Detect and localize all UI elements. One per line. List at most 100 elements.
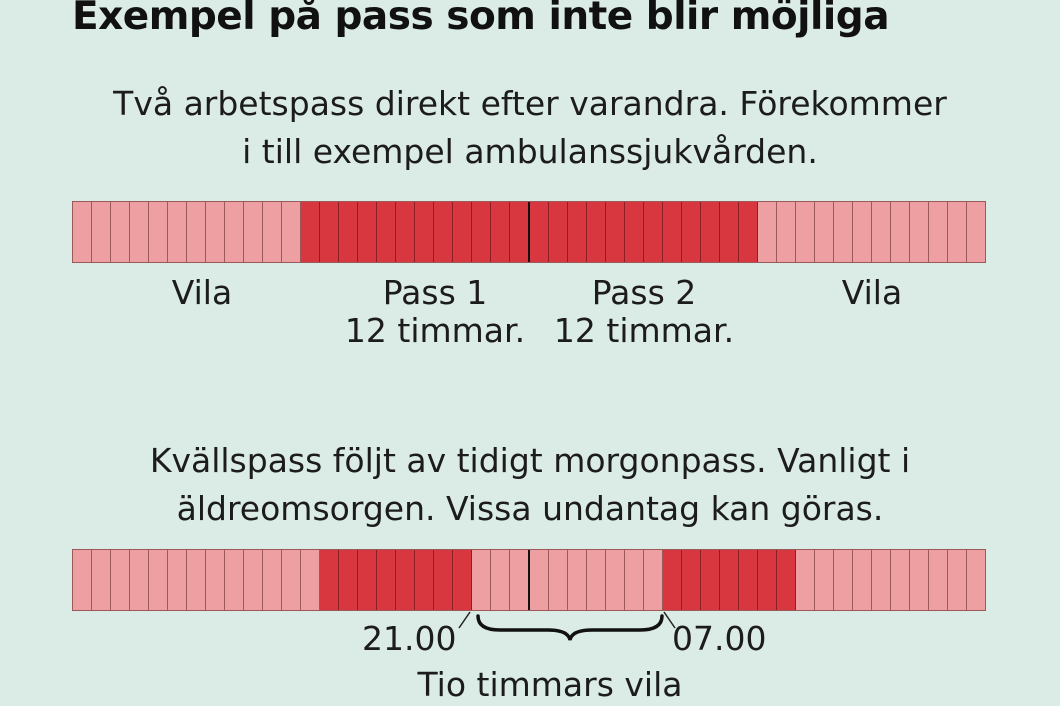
work-hour-cell — [301, 202, 320, 262]
rest-hour-cell — [92, 202, 111, 262]
page-title: Exempel på pass som inte blir möjliga — [72, 0, 890, 39]
work-hour-cell — [701, 202, 720, 262]
work-hour-cell — [510, 202, 530, 262]
example1-rest-right-label: Vila — [841, 273, 903, 312]
rest-hour-cell — [815, 202, 834, 262]
rest-hour-cell — [73, 550, 92, 610]
example2-timeline-bar — [72, 549, 986, 611]
work-hour-cell — [415, 550, 434, 610]
rest-hour-cell — [853, 202, 872, 262]
example1-rest-left-label: Vila — [171, 273, 233, 312]
work-hour-cell — [587, 202, 606, 262]
evening-end-time: 21.00 — [362, 619, 457, 658]
rest-hour-cell — [301, 550, 320, 610]
work-hour-cell — [701, 550, 720, 610]
work-hour-cell — [415, 202, 434, 262]
work-hour-cell — [320, 550, 339, 610]
pass1-name: Pass 1 — [382, 273, 488, 312]
rest-hour-cell — [187, 202, 206, 262]
rest-hour-cell — [530, 550, 549, 610]
rest-hour-cell — [73, 202, 92, 262]
rest-hour-cell — [168, 550, 187, 610]
rest-hour-cell — [948, 202, 967, 262]
rest-hour-cell — [206, 550, 225, 610]
rest-hour-cell — [149, 550, 168, 610]
work-hour-cell — [453, 202, 472, 262]
pass2-name: Pass 2 — [591, 273, 697, 312]
work-hour-cell — [358, 202, 377, 262]
rest-hour-cell — [644, 550, 663, 610]
rest-hour-cell — [777, 202, 796, 262]
work-hour-cell — [625, 202, 644, 262]
rest-hour-cell — [244, 550, 263, 610]
work-hour-cell — [377, 550, 396, 610]
work-hour-cell — [682, 550, 701, 610]
rest-hour-cell — [891, 550, 910, 610]
work-hour-cell — [739, 550, 758, 610]
rest-hour-cell — [568, 550, 587, 610]
work-hour-cell — [434, 202, 453, 262]
morning-start-pointer — [663, 611, 676, 629]
rest-hour-cell — [834, 550, 853, 610]
work-hour-cell — [434, 550, 453, 610]
rest-hour-cell — [948, 550, 967, 610]
example1-pass2-label: Pass 2 12 timmar. — [544, 274, 744, 350]
rest-span-label: Tio timmars vila — [417, 665, 683, 704]
rest-hour-cell — [606, 550, 625, 610]
rest-hour-cell — [168, 202, 187, 262]
work-hour-cell — [549, 202, 568, 262]
rest-hour-cell — [510, 550, 530, 610]
pass1-hours: 12 timmar. — [344, 311, 526, 350]
work-hour-cell — [530, 202, 549, 262]
example1-description: Två arbetspass direkt efter varandra. Fö… — [0, 80, 1060, 176]
work-hour-cell — [682, 202, 701, 262]
rest-hour-cell — [225, 202, 244, 262]
example1-description-line: i till exempel ambulanssjukvården. — [242, 132, 818, 171]
rest-hour-cell — [263, 550, 282, 610]
rest-span-brace-icon — [476, 614, 664, 641]
work-hour-cell — [453, 550, 472, 610]
morning-start-time: 07.00 — [672, 619, 767, 658]
work-hour-cell — [663, 550, 682, 610]
rest-hour-cell — [891, 202, 910, 262]
rest-hour-cell — [263, 202, 282, 262]
example1-pass1-label: Pass 1 12 timmar. — [335, 274, 535, 350]
example1-timeline-bar — [72, 201, 986, 263]
work-hour-cell — [644, 202, 663, 262]
rest-hour-cell — [206, 202, 225, 262]
rest-hour-cell — [929, 550, 948, 610]
work-hour-cell — [339, 550, 358, 610]
rest-hour-cell — [796, 550, 815, 610]
work-hour-cell — [358, 550, 377, 610]
work-hour-cell — [720, 202, 739, 262]
rest-hour-cell — [225, 550, 244, 610]
rest-hour-cell — [130, 202, 149, 262]
example2-description: Kvällspass följt av tidigt morgonpass. V… — [0, 437, 1060, 533]
work-hour-cell — [377, 202, 396, 262]
rest-hour-cell — [910, 202, 929, 262]
rest-hour-cell — [187, 550, 206, 610]
rest-hour-cell — [910, 550, 929, 610]
work-hour-cell — [606, 202, 625, 262]
example1-description-line: Två arbetspass direkt efter varandra. Fö… — [113, 84, 947, 123]
rest-hour-cell — [130, 550, 149, 610]
rest-hour-cell — [796, 202, 815, 262]
rest-hour-cell — [587, 550, 606, 610]
rest-hour-cell — [111, 550, 130, 610]
rest-hour-cell — [625, 550, 644, 610]
evening-end-pointer — [458, 611, 471, 629]
rest-hour-cell — [111, 202, 130, 262]
work-hour-cell — [396, 202, 415, 262]
example2-description-line: Kvällspass följt av tidigt morgonpass. V… — [149, 441, 911, 480]
rest-hour-cell — [929, 202, 948, 262]
work-hour-cell — [663, 202, 682, 262]
work-hour-cell — [320, 202, 339, 262]
rest-hour-cell — [872, 550, 891, 610]
example2-description-line: äldreomsorgen. Vissa undantag kan göras. — [176, 489, 884, 528]
rest-hour-cell — [472, 550, 491, 610]
rest-hour-cell — [491, 550, 510, 610]
work-hour-cell — [777, 550, 796, 610]
work-hour-cell — [720, 550, 739, 610]
work-hour-cell — [739, 202, 758, 262]
